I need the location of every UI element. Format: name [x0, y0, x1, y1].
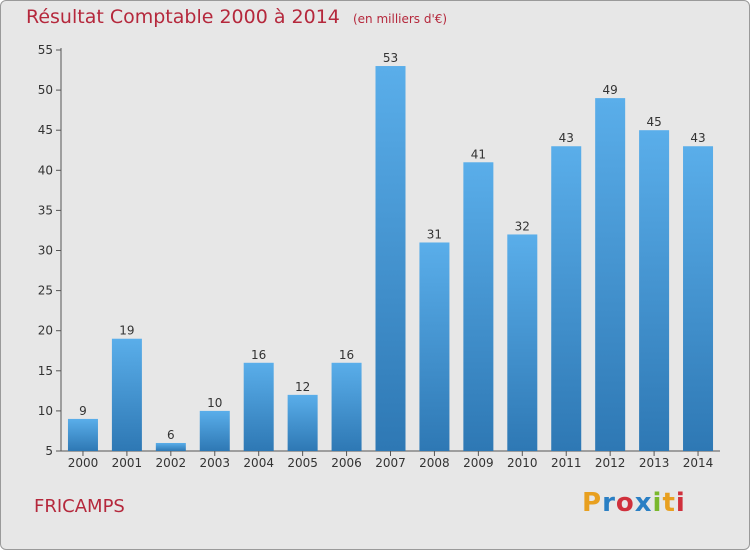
y-tick-label: 20 [38, 324, 53, 338]
bar-value-label: 43 [559, 131, 574, 145]
bar-value-label: 53 [383, 51, 398, 65]
bar-value-label: 19 [119, 324, 134, 338]
bar-value-label: 16 [251, 348, 266, 362]
x-tick-label: 2008 [419, 456, 450, 470]
proxiti-logo: Proxiti [582, 488, 686, 518]
bar [639, 130, 670, 451]
logo-letter: i [652, 488, 663, 518]
bar [551, 146, 582, 452]
x-tick-label: 2005 [287, 456, 318, 470]
y-tick-label: 50 [38, 83, 53, 97]
y-tick-label: 45 [38, 123, 53, 137]
bar-value-label: 49 [603, 83, 618, 97]
bar [243, 362, 274, 451]
x-tick-label: 2010 [507, 456, 538, 470]
bar [67, 418, 98, 451]
bar-value-label: 45 [646, 115, 661, 129]
x-tick-label: 2004 [243, 456, 274, 470]
x-tick-label: 2014 [683, 456, 714, 470]
bar-value-label: 41 [471, 147, 486, 161]
bar [331, 362, 362, 451]
x-tick-label: 2001 [112, 456, 143, 470]
y-tick-label: 40 [38, 163, 53, 177]
chart-title-block: Résultat Comptable 2000 à 2014 (en milli… [26, 6, 447, 28]
bar [595, 98, 626, 452]
chart-title: Résultat Comptable 2000 à 2014 [26, 6, 340, 28]
x-tick-label: 2002 [156, 456, 187, 470]
logo-letter: r [602, 488, 616, 518]
logo-letter: o [615, 488, 635, 518]
logo-letter: t [662, 488, 676, 518]
x-tick-label: 2003 [199, 456, 230, 470]
y-tick-label: 5 [45, 444, 53, 458]
bar [111, 338, 142, 451]
x-tick-label: 2009 [463, 456, 494, 470]
bar-value-label: 9 [79, 404, 87, 418]
bar-value-label: 6 [167, 428, 175, 442]
bar [375, 66, 406, 451]
bar-value-label: 16 [339, 348, 354, 362]
logo-letter: i [675, 488, 686, 518]
bar-value-label: 32 [515, 219, 530, 233]
x-tick-label: 2006 [331, 456, 362, 470]
bar [287, 394, 318, 451]
x-tick-label: 2011 [551, 456, 582, 470]
chart-subtitle: (en milliers d'€) [352, 12, 448, 26]
y-tick-label: 30 [38, 244, 53, 258]
x-tick-label: 2012 [595, 456, 626, 470]
bar-value-label: 10 [207, 396, 222, 410]
logo-letter: x [634, 488, 653, 518]
y-tick-label: 10 [38, 404, 53, 418]
bar-value-label: 12 [295, 380, 310, 394]
bar-value-label: 43 [690, 131, 705, 145]
bar [507, 234, 538, 451]
y-tick-label: 25 [38, 284, 53, 298]
bar [463, 162, 494, 451]
x-tick-label: 2007 [375, 456, 406, 470]
x-tick-label: 2013 [639, 456, 670, 470]
bar-value-label: 31 [427, 227, 442, 241]
bar [419, 242, 450, 451]
y-tick-label: 15 [38, 364, 53, 378]
logo-letter: P [582, 488, 603, 518]
commune-name: FRICAMPS [34, 496, 125, 517]
x-tick-label: 2000 [68, 456, 99, 470]
bar [155, 442, 186, 451]
y-tick-label: 55 [38, 43, 53, 57]
y-tick-label: 35 [38, 203, 53, 217]
bar [683, 146, 714, 452]
bar [199, 410, 230, 451]
